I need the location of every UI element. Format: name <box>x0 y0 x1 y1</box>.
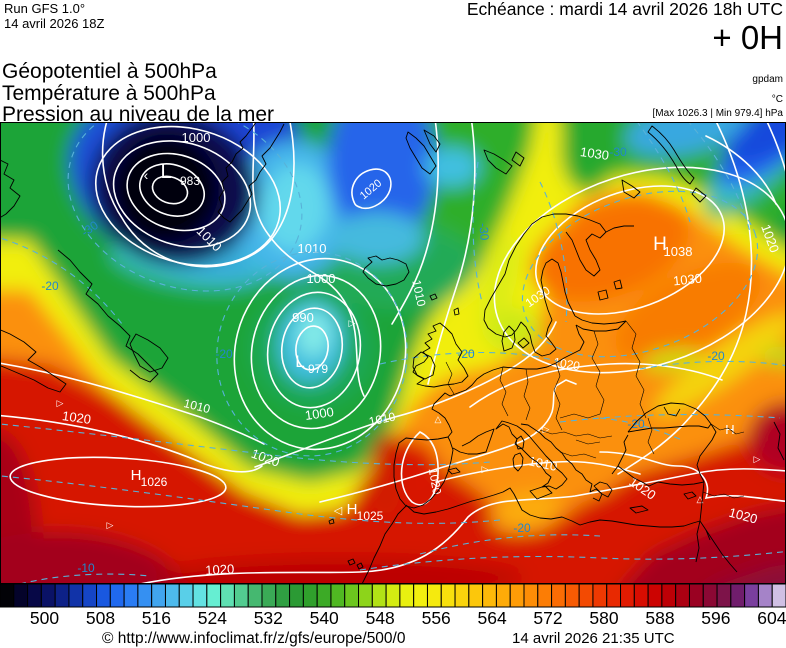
svg-text:1010: 1010 <box>182 396 212 416</box>
svg-text:▷: ▷ <box>754 454 761 464</box>
svg-text:1020: 1020 <box>727 505 759 527</box>
svg-text:-20: -20 <box>41 279 59 293</box>
svg-text:H: H <box>347 501 358 518</box>
svg-text:1010: 1010 <box>298 241 327 256</box>
svg-text:1020: 1020 <box>61 408 92 427</box>
svg-text:-20: -20 <box>707 349 725 363</box>
svg-text:1030: 1030 <box>579 144 610 163</box>
svg-text:-10: -10 <box>77 561 95 575</box>
svg-text:△: △ <box>697 494 704 504</box>
svg-text:1030: 1030 <box>672 271 702 289</box>
svg-text:L: L <box>295 352 304 371</box>
svg-text:H: H <box>653 234 667 255</box>
svg-text:1000: 1000 <box>182 130 211 145</box>
svg-text:1038: 1038 <box>664 244 693 259</box>
svg-text:1010: 1010 <box>368 409 397 428</box>
svg-text:979: 979 <box>308 362 328 376</box>
svg-text:▷: ▷ <box>482 464 489 474</box>
svg-text:1000: 1000 <box>304 404 335 423</box>
svg-text:▷: ▷ <box>543 424 550 434</box>
svg-text:-20: -20 <box>513 521 531 535</box>
svg-text:990: 990 <box>292 310 314 325</box>
svg-text:‹: ‹ <box>144 167 149 183</box>
svg-text:L: L <box>160 161 171 183</box>
svg-text:-30: -30 <box>476 222 491 241</box>
svg-text:▷: ▷ <box>57 398 64 408</box>
svg-text:1020: 1020 <box>205 561 235 577</box>
svg-text:1010: 1010 <box>527 453 558 474</box>
svg-text:◁: ◁ <box>334 505 343 517</box>
svg-text:△: △ <box>435 414 442 424</box>
svg-text:983: 983 <box>180 174 200 188</box>
svg-text:▷: ▷ <box>349 318 356 328</box>
svg-text:H: H <box>131 467 142 484</box>
svg-text:1010: 1010 <box>409 279 428 308</box>
svg-text:-30: -30 <box>609 145 627 159</box>
svg-text:1026: 1026 <box>141 475 168 489</box>
svg-text:1020: 1020 <box>552 355 581 373</box>
svg-text:1025: 1025 <box>357 509 384 523</box>
svg-text:-20: -20 <box>215 347 233 361</box>
svg-text:1000: 1000 <box>307 271 336 286</box>
svg-text:-20: -20 <box>457 347 475 361</box>
svg-text:▷: ▷ <box>107 520 114 530</box>
